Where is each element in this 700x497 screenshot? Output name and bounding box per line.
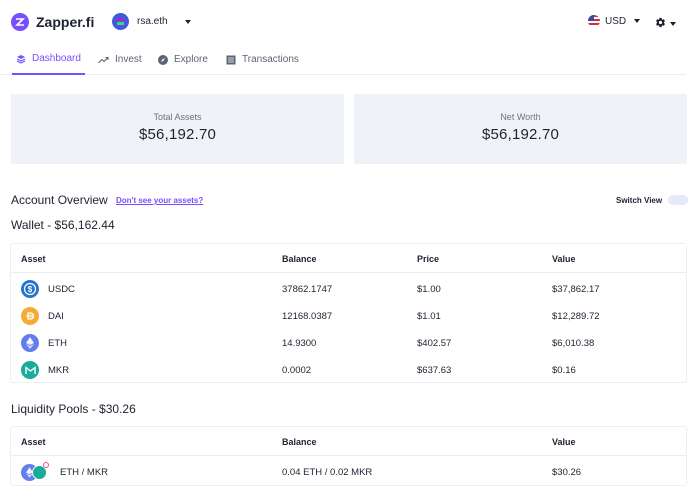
tab-label: Explore <box>174 54 208 65</box>
chevron-down-icon <box>634 19 641 23</box>
table-row[interactable]: ETH / MKR 0.04 ETH / 0.02 MKR $30.26 <box>11 459 686 486</box>
asset-balance: 0.0002 <box>282 365 312 376</box>
table-row[interactable]: ETH 14.9300 $402.57 $6,010.38 <box>11 330 686 357</box>
table-row[interactable]: DAI 12168.0387 $1.01 $12,289.72 <box>11 303 686 330</box>
table-header: Asset Balance Value <box>11 427 686 456</box>
asset-balance: 14.9300 <box>282 338 317 349</box>
column-header: Value <box>552 437 576 447</box>
zapper-logo-icon <box>11 13 29 31</box>
account-avatar <box>112 13 129 30</box>
tab-label: Invest <box>115 54 142 65</box>
chevron-down-icon <box>670 22 676 26</box>
stat-label: Net Worth <box>500 112 541 122</box>
layers-icon <box>16 54 26 64</box>
usdc-icon: $ <box>21 280 39 298</box>
tab-explore[interactable]: Explore <box>158 44 208 75</box>
asset-value: $0.16 <box>552 365 576 376</box>
asset-price: $402.57 <box>417 338 452 349</box>
liquidity-table: Asset Balance Value ETH / MKR 0.04 ETH /… <box>10 426 687 486</box>
chevron-down-icon <box>184 19 191 24</box>
currency-label: USD <box>605 15 627 27</box>
missing-assets-link[interactable]: Don't see your assets? <box>116 196 204 205</box>
compass-icon <box>158 54 168 65</box>
column-header: Asset <box>21 254 46 264</box>
column-header: Balance <box>282 437 317 447</box>
switch-view: Switch View <box>616 195 689 205</box>
eth-icon <box>21 334 39 352</box>
currency-selector[interactable]: USD <box>588 15 641 27</box>
asset-value: $37,862.17 <box>552 284 600 295</box>
asset-name: DAI <box>48 311 64 322</box>
trending-up-icon <box>98 56 109 64</box>
asset-price: $1.01 <box>417 311 441 322</box>
gear-icon <box>655 15 666 33</box>
asset-price: $1.00 <box>417 284 441 295</box>
tab-transactions[interactable]: Transactions <box>226 44 299 75</box>
asset-name: MKR <box>48 365 70 376</box>
stat-value: $56,192.70 <box>481 126 560 143</box>
mkr-icon <box>21 361 39 379</box>
list-icon <box>226 55 236 65</box>
asset-price: $637.63 <box>417 365 452 376</box>
tab-label: Transactions <box>242 54 299 65</box>
wallet-title: Wallet - $56,162.44 <box>11 218 115 232</box>
column-header: Value <box>552 254 576 264</box>
asset-name: ETH <box>48 338 67 349</box>
wallet-table: Asset Balance Price Value $ USDC 37862.1… <box>10 243 687 383</box>
asset-name: ETH / MKR <box>60 467 109 478</box>
dai-icon <box>21 307 39 325</box>
asset-value: $12,289.72 <box>552 311 600 322</box>
stat-value: $56,192.70 <box>138 126 217 143</box>
table-header: Asset Balance Price Value <box>11 244 686 273</box>
asset-value: $6,010.38 <box>552 338 595 349</box>
top-header: Zapper.fi rsa.eth USD <box>0 0 700 44</box>
total-assets-card: Total Assets $56,192.70 <box>11 94 344 164</box>
tab-invest[interactable]: Invest <box>98 44 142 75</box>
asset-balance: 12168.0387 <box>282 311 333 322</box>
tab-label: Dashboard <box>32 53 81 64</box>
asset-balance: 37862.1747 <box>282 284 333 295</box>
account-name: rsa.eth <box>137 16 168 27</box>
switch-view-label: Switch View <box>616 195 663 205</box>
eth-mkr-pool-icon <box>21 462 51 482</box>
table-row[interactable]: MKR 0.0002 $637.63 $0.16 <box>11 357 686 384</box>
pool-value: $30.26 <box>552 467 582 478</box>
settings-menu[interactable] <box>655 15 676 33</box>
svg-text:$: $ <box>28 285 33 294</box>
account-selector[interactable]: rsa.eth <box>112 13 191 30</box>
tab-dashboard[interactable]: Dashboard <box>12 44 85 75</box>
column-header: Price <box>417 254 440 264</box>
net-worth-card: Net Worth $56,192.70 <box>354 94 687 164</box>
column-header: Asset <box>21 437 46 447</box>
main-tabs: Dashboard Invest Explore Transactions <box>0 44 686 75</box>
app-logo[interactable]: Zapper.fi <box>11 13 94 31</box>
switch-view-toggle[interactable] <box>668 195 689 205</box>
table-row[interactable]: $ USDC 37862.1747 $1.00 $37,862.17 <box>11 276 686 303</box>
app-name: Zapper.fi <box>36 14 95 30</box>
pool-balance: 0.04 ETH / 0.02 MKR <box>282 467 373 478</box>
us-flag-icon <box>588 15 600 27</box>
column-header: Balance <box>282 254 317 264</box>
asset-name: USDC <box>48 284 75 295</box>
stat-label: Total Assets <box>153 112 202 122</box>
liquidity-pools-title: Liquidity Pools - $30.26 <box>11 402 136 416</box>
account-overview-title: Account Overview <box>11 193 108 207</box>
